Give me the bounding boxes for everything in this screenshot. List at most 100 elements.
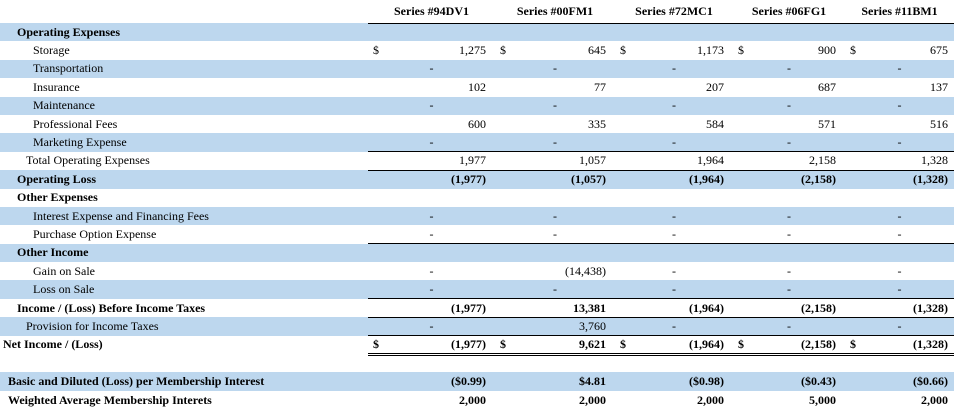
value-cell: 1,977 — [368, 151, 495, 171]
value-cell: 2,000 — [697, 392, 724, 407]
value-cell — [733, 354, 845, 372]
row-label: Marketing Expense — [0, 133, 368, 152]
table-row: Gain on Sale - (14,438) - - - — [0, 262, 954, 280]
value-cell: - — [368, 317, 495, 337]
dollar-sign: $ — [500, 336, 506, 351]
value-cell: 2,000 — [579, 392, 606, 407]
value-cell: - — [845, 206, 954, 226]
value-cell: - — [495, 96, 615, 115]
table-row: Weighted Average Membership Interets 2,00… — [0, 391, 954, 409]
value-cell: - — [845, 96, 954, 115]
value-cell — [615, 189, 733, 207]
value-cell: $1,173 — [615, 41, 733, 59]
row-label: Transportation — [0, 59, 368, 79]
value-cell: - — [845, 280, 954, 300]
table-row: Other Expenses — [0, 189, 954, 207]
column-header-series-11bm1: Series #11BM1 — [845, 0, 954, 24]
value-cell: $645 — [495, 41, 615, 59]
corner-cell — [0, 0, 368, 23]
value-cell: $ (1,964) — [615, 335, 733, 356]
row-label: Total Operating Expenses — [26, 153, 150, 168]
value-cell: - — [368, 133, 495, 153]
row-label: Basic and Diluted (Loss) per Membership … — [0, 372, 368, 391]
value-cell: 102 — [468, 79, 486, 94]
dollar-sign: $ — [620, 43, 626, 58]
value-cell: 516 — [930, 116, 948, 131]
value-cell: 571 — [818, 116, 836, 131]
row-label: Other Expenses — [17, 190, 98, 205]
value-cell: $9,621 — [495, 335, 615, 356]
value-cell: 13,381 — [495, 298, 615, 318]
value-cell: (1,328) — [845, 298, 954, 318]
value-cell: - — [733, 280, 845, 300]
value-cell: $675 — [845, 41, 954, 59]
row-label: Weighted Average Membership Interets — [8, 392, 212, 407]
value-cell: 1,328 — [845, 151, 954, 171]
value-cell: $ (1,977) — [368, 335, 495, 356]
value-cell — [368, 354, 495, 372]
row-label: Professional Fees — [33, 116, 118, 131]
value-cell — [495, 354, 615, 372]
value-cell: - — [429, 263, 434, 278]
value-cell: - — [615, 133, 733, 153]
value-cell: 335 — [588, 116, 606, 131]
value-cell: - — [845, 317, 954, 337]
value-cell: (1,328) — [845, 170, 954, 189]
table-row: Income / (Loss) Before Income Taxes (1,97… — [0, 298, 954, 318]
table-row: Purchase Option Expense - - - - - — [0, 225, 954, 245]
value-cell: ($0.98) — [615, 372, 733, 391]
value-cell: ($0.99) — [368, 372, 495, 391]
value-cell: (2,158) — [733, 298, 845, 318]
value-cell: $1,275 — [368, 41, 495, 59]
value-cell — [845, 23, 954, 42]
value-cell — [495, 189, 615, 207]
column-header-series-94dv1: Series #94DV1 — [368, 0, 495, 24]
value-cell: - — [615, 280, 733, 300]
value-cell — [733, 23, 845, 42]
dollar-sign: $ — [373, 336, 379, 351]
dollar-sign: $ — [738, 43, 744, 58]
value-cell: 584 — [706, 116, 724, 131]
value-cell: - — [733, 133, 845, 153]
value-cell: (1,964) — [615, 170, 733, 189]
value-cell: 2,158 — [733, 151, 845, 171]
value-cell: - — [733, 59, 845, 79]
table-row: Marketing Expense - - - - - — [0, 133, 954, 153]
row-label: Loss on Sale — [0, 280, 368, 299]
column-header-series-72mc1: Series #72MC1 — [615, 0, 733, 24]
value-cell: - — [368, 206, 495, 226]
value-cell: - — [615, 96, 733, 115]
value-cell: $4.81 — [495, 372, 615, 391]
table-row: Transportation - - - - - — [0, 59, 954, 79]
value-cell — [368, 243, 495, 263]
value-cell: ($0.43) — [733, 372, 845, 391]
table-row: Operating Loss (1,977) (1,057) (1,964) (2,15… — [0, 170, 954, 189]
value-cell: $ (2,158) — [733, 335, 845, 356]
value-cell — [368, 23, 495, 42]
row-label: Gain on Sale — [33, 263, 95, 278]
value-cell: 207 — [706, 79, 724, 94]
value-cell: 2,000 — [921, 392, 948, 407]
table-row: Loss on Sale - - - - - — [0, 280, 954, 300]
value-cell: - — [615, 206, 733, 226]
value-cell: - — [845, 225, 954, 245]
table-row: Interest Expense and Financing Fees - - - - - — [0, 206, 954, 226]
table-row: Professional Fees 600 335 584 571 516 — [0, 115, 954, 133]
table-row: Operating Expenses — [0, 23, 954, 42]
column-header-series-06fg1: Series #06FG1 — [733, 0, 845, 24]
value-cell: 137 — [930, 79, 948, 94]
row-label: Other Income — [0, 243, 368, 263]
value-cell: - — [368, 96, 495, 115]
value-cell — [368, 189, 495, 207]
value-cell: - — [495, 206, 615, 226]
value-cell: 77 — [594, 79, 606, 94]
row-label: Income / (Loss) Before Income Taxes — [17, 300, 206, 315]
value-cell: $ (1,328) — [845, 335, 954, 356]
value-cell: - — [733, 225, 845, 245]
table-row: Storage $1,275 $645 $1,173 $900 $675 — [0, 41, 954, 59]
value-cell — [733, 189, 845, 207]
value-cell — [495, 23, 615, 42]
value-cell: - — [845, 133, 954, 153]
row-label: Insurance — [33, 79, 80, 94]
